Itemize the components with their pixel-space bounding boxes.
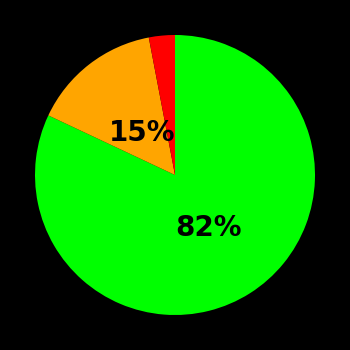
- Wedge shape: [48, 37, 175, 175]
- Wedge shape: [35, 35, 315, 315]
- Wedge shape: [149, 35, 175, 175]
- Text: 82%: 82%: [175, 214, 242, 242]
- Text: 15%: 15%: [109, 119, 176, 147]
